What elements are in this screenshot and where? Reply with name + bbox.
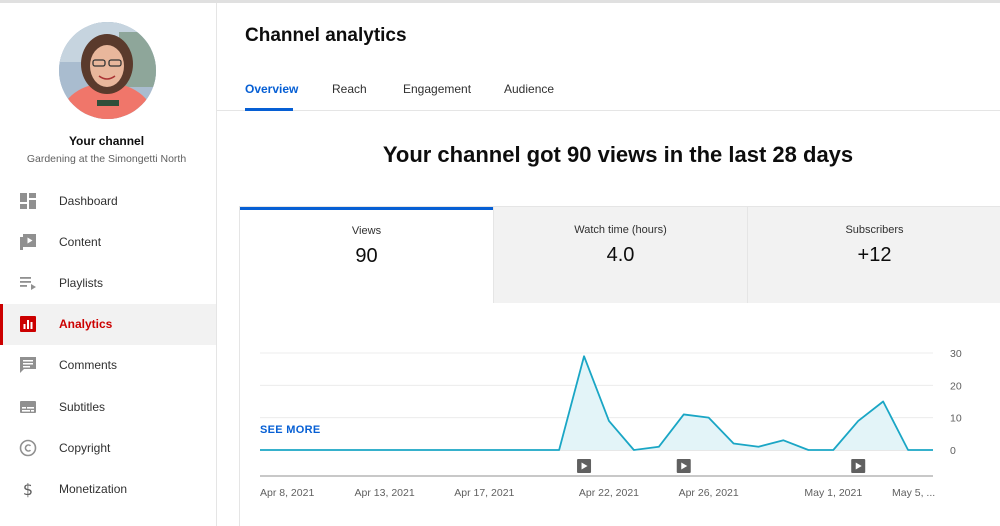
views-chart[interactable]: 0 10 20 30 Apr 8, 2021 Apr 13, 2021 Apr 17, 20…: [240, 303, 1000, 526]
tab-bar: Overview Reach Engagement Audience: [217, 73, 1000, 111]
x-tick-label: May 1, 2021: [804, 487, 862, 499]
sidebar-item-content[interactable]: Content: [0, 221, 216, 262]
metric-value: 4.0: [606, 244, 635, 266]
sidebar-item-label: Analytics: [59, 317, 113, 332]
page-title: Channel analytics: [245, 25, 407, 46]
active-indicator: [0, 303, 3, 345]
x-tick-label: Apr 26, 2021: [679, 487, 739, 499]
x-tick-label: Apr 8, 2021: [260, 487, 314, 499]
sidebar-item-copyright[interactable]: Copyright: [0, 427, 216, 468]
sidebar-item-monetization[interactable]: $ Monetization: [0, 468, 216, 509]
y-tick-label: 30: [950, 348, 962, 360]
sidebar-item-label: Comments: [59, 358, 118, 373]
sidebar-item-dashboard[interactable]: Dashboard: [0, 180, 216, 221]
play-icon: [581, 462, 588, 470]
dashboard-icon: [19, 192, 37, 210]
metric-value: 90: [355, 245, 378, 267]
sidebar-item-label: Copyright: [59, 440, 111, 455]
x-tick-label: Apr 22, 2021: [579, 487, 639, 499]
sidebar-item-label: Content: [59, 234, 102, 249]
y-tick-label: 0: [950, 445, 956, 457]
y-tick-label: 20: [950, 380, 962, 392]
comments-icon: [19, 356, 37, 374]
see-more-link[interactable]: SEE MORE: [260, 424, 321, 436]
metric-watch-time[interactable]: Watch time (hours) 4.0: [493, 207, 747, 303]
sidebar-item-subtitles[interactable]: Subtitles: [0, 386, 216, 427]
sidebar-item-label: Playlists: [59, 275, 104, 290]
sidebar-item-playlists[interactable]: Playlists: [0, 262, 216, 303]
analytics-icon: [19, 315, 37, 333]
sidebar-item-comments[interactable]: Comments: [0, 345, 216, 386]
area-fill: [260, 356, 933, 450]
sidebar-item-analytics[interactable]: Analytics: [0, 303, 216, 345]
metric-label: Watch time (hours): [574, 224, 667, 236]
metric-views[interactable]: Views 90: [240, 207, 493, 303]
x-tick-label: Apr 13, 2021: [355, 487, 415, 499]
sidebar: Your channel Gardening at the Simongetti…: [0, 3, 217, 526]
tab-engagement[interactable]: Engagement: [403, 82, 472, 96]
x-tick-label: Apr 17, 2021: [454, 487, 514, 499]
svg-text:$: $: [23, 480, 33, 498]
summary-headline: Your channel got 90 views in the last 28…: [382, 142, 854, 167]
active-tab-indicator: [245, 108, 293, 111]
series-line: [260, 355, 933, 451]
metric-label: Views: [351, 225, 382, 237]
top-border: [0, 0, 1000, 3]
tab-reach[interactable]: Reach: [332, 82, 367, 96]
sidebar-item-label: Dashboard: [59, 193, 118, 208]
subtitles-icon: [19, 398, 37, 416]
sidebar-item-label: Monetization: [59, 481, 128, 496]
monetization-icon: $: [19, 480, 37, 498]
copyright-icon: [19, 439, 37, 457]
channel-title: Your channel: [68, 134, 145, 148]
analytics-card: Views 90 Watch time (hours) 4.0 Subscrib…: [239, 206, 1000, 526]
sidebar-item-label: Subtitles: [59, 399, 106, 414]
content-icon: [19, 233, 37, 251]
metric-subscribers[interactable]: Subscribers +12: [747, 207, 1000, 303]
metric-label: Subscribers: [845, 224, 904, 236]
x-tick-label: May 5, ...: [892, 487, 935, 499]
y-tick-label: 10: [950, 413, 962, 425]
playlists-icon: [19, 274, 37, 292]
main-content: Channel analytics Overview Reach Engagem…: [217, 3, 1000, 526]
tab-audience[interactable]: Audience: [504, 82, 555, 96]
sidebar-nav: Dashboard Content Playlists Analytics: [0, 180, 216, 510]
play-icon: [855, 462, 862, 470]
avatar[interactable]: [59, 22, 156, 119]
metric-value: +12: [857, 244, 892, 266]
tab-overview[interactable]: Overview: [245, 82, 299, 96]
play-icon: [681, 462, 688, 470]
channel-name: Gardening at the Simongetti North: [26, 153, 187, 165]
